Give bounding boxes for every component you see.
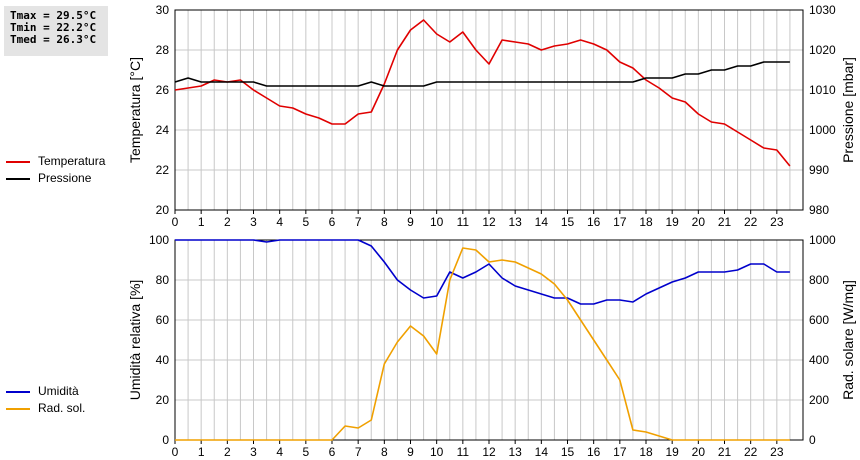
legend-top: Temperatura Pressione (6, 153, 105, 187)
legend-label-pressione: Pressione (38, 171, 92, 185)
x-tick-label: 8 (381, 215, 388, 229)
x-tick-label: 1 (198, 445, 205, 459)
y-tick-label: 20 (156, 393, 170, 407)
y-axis-title: Temperatura [°C] (127, 57, 143, 163)
y-tick-label: 20 (156, 203, 170, 217)
x-tick-label: 5 (302, 445, 309, 459)
legend-item-umidita: Umidità (6, 383, 85, 400)
x-tick-label: 20 (692, 445, 706, 459)
x-tick-label: 12 (482, 445, 496, 459)
x-tick-label: 22 (744, 215, 758, 229)
series-line-temperatura (174, 19, 791, 167)
y-tick-label: 80 (156, 273, 170, 287)
legend-item-temperatura: Temperatura (6, 153, 105, 170)
y-tick-label: 28 (156, 43, 170, 57)
x-tick-label: 7 (355, 445, 362, 459)
legend-label-rad-sol: Rad. sol. (38, 401, 86, 415)
x-tick-label: 23 (770, 215, 784, 229)
x-tick-label: 17 (613, 215, 627, 229)
x-tick-label: 3 (250, 215, 257, 229)
x-tick-label: 19 (665, 215, 679, 229)
x-tick-label: 12 (482, 215, 496, 229)
x-tick-label: 19 (665, 445, 679, 459)
x-tick-label: 11 (457, 215, 470, 229)
y2-tick-label: 1000 (809, 123, 836, 137)
y2-tick-label: 1010 (809, 83, 836, 97)
x-tick-label: 15 (561, 445, 575, 459)
y2-tick-label: 200 (809, 393, 829, 407)
x-tick-label: 1 (198, 215, 205, 229)
legend-swatch-temperatura (6, 161, 30, 163)
y2-tick-label: 1000 (809, 233, 836, 247)
x-tick-label: 16 (587, 445, 601, 459)
x-tick-label: 17 (613, 445, 627, 459)
y2-axis-title: Pressione [mbar] (840, 57, 856, 163)
x-tick-label: 4 (276, 215, 283, 229)
legend-swatch-rad-sol (6, 408, 30, 410)
legend-swatch-pressione (6, 178, 30, 180)
legend-label-temperatura: Temperatura (38, 154, 106, 168)
x-tick-label: 15 (561, 215, 575, 229)
y-tick-label: 0 (162, 433, 169, 447)
x-tick-label: 20 (692, 215, 706, 229)
x-tick-label: 4 (276, 445, 283, 459)
x-tick-label: 8 (381, 445, 388, 459)
x-tick-label: 2 (224, 215, 231, 229)
x-tick-label: 10 (430, 445, 444, 459)
x-tick-label: 11 (457, 445, 470, 459)
series-line-rad-sol (175, 247, 790, 441)
x-tick-label: 0 (172, 445, 179, 459)
x-tick-label: 18 (639, 445, 653, 459)
x-tick-label: 14 (535, 215, 549, 229)
y2-tick-label: 800 (809, 273, 829, 287)
y-tick-label: 24 (156, 123, 170, 137)
y2-tick-label: 400 (809, 353, 829, 367)
y2-tick-label: 1020 (809, 43, 836, 57)
x-tick-label: 21 (718, 215, 732, 229)
stats-box: Tmax = 29.5°C Tmin = 22.2°C Tmed = 26.3°… (4, 6, 108, 56)
legend-item-pressione: Pressione (6, 170, 105, 187)
series-line-pressione (174, 61, 790, 87)
y2-tick-label: 600 (809, 313, 829, 327)
x-tick-label: 9 (407, 445, 414, 459)
stats-tmin: Tmin = 22.2°C (10, 21, 97, 34)
x-tick-label: 10 (430, 215, 444, 229)
y2-tick-label: 1030 (809, 3, 836, 17)
x-tick-label: 14 (535, 445, 549, 459)
series-line-umidit (175, 239, 790, 305)
stats-tmax: Tmax = 29.5°C (10, 9, 97, 22)
y-axis-title: Umidità relativa [%] (127, 280, 143, 401)
y-tick-label: 22 (156, 163, 170, 177)
x-tick-label: 6 (329, 215, 336, 229)
legend-label-umidita: Umidità (38, 384, 79, 398)
y2-tick-label: 0 (809, 433, 816, 447)
y-tick-label: 60 (156, 313, 170, 327)
x-tick-label: 22 (744, 445, 758, 459)
x-tick-label: 13 (508, 215, 522, 229)
y2-axis-title: Rad. solare [W/mq] (840, 280, 856, 400)
x-tick-label: 7 (355, 215, 362, 229)
y2-tick-label: 990 (809, 163, 829, 177)
stats-tmed: Tmed = 26.3°C (10, 33, 97, 46)
x-tick-label: 18 (639, 215, 653, 229)
legend-item-rad-sol: Rad. sol. (6, 400, 85, 417)
x-tick-label: 3 (250, 445, 257, 459)
x-tick-label: 0 (172, 215, 179, 229)
x-tick-label: 9 (407, 215, 414, 229)
x-tick-label: 23 (770, 445, 784, 459)
y-tick-label: 100 (149, 233, 169, 247)
x-tick-label: 21 (718, 445, 732, 459)
x-tick-label: 5 (302, 215, 309, 229)
x-tick-label: 6 (329, 445, 336, 459)
y2-tick-label: 980 (809, 203, 829, 217)
legend-bottom: Umidità Rad. sol. (6, 383, 85, 417)
y-tick-label: 30 (156, 3, 170, 17)
legend-swatch-umidita (6, 391, 30, 393)
y-tick-label: 40 (156, 353, 170, 367)
x-tick-label: 16 (587, 215, 601, 229)
x-tick-label: 2 (224, 445, 231, 459)
x-tick-label: 13 (508, 445, 522, 459)
y-tick-label: 26 (156, 83, 170, 97)
